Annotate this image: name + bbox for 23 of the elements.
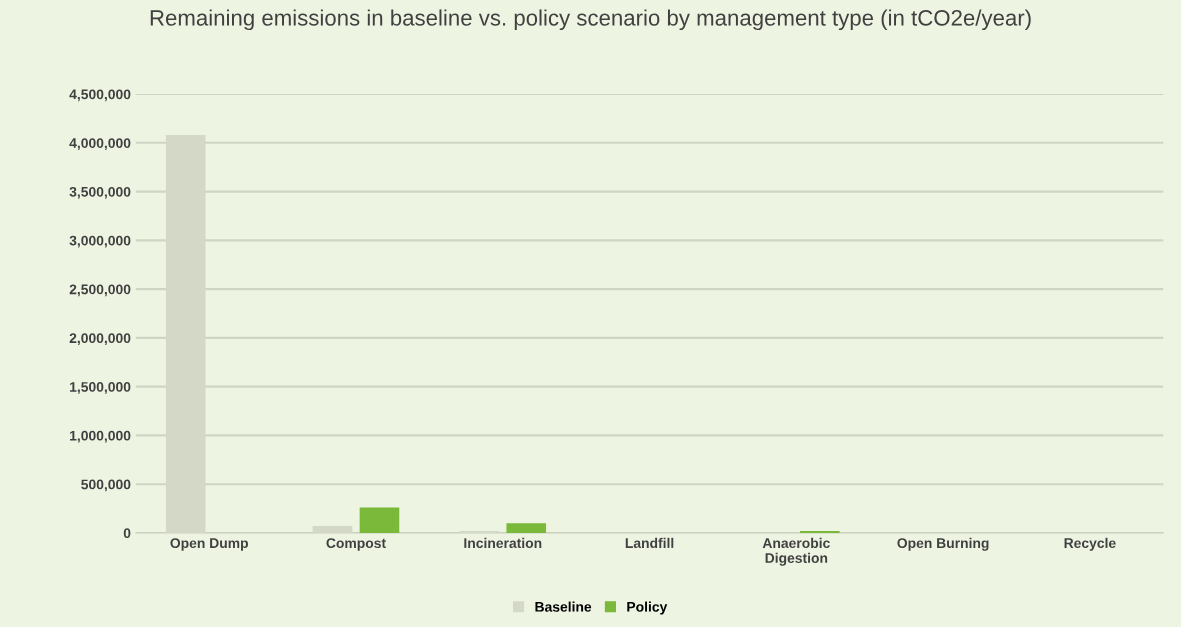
y-tick-label: 1,500,000 [70,381,131,394]
y-tick-label: 0 [123,528,131,539]
y-tick-label: 1,000,000 [70,430,131,443]
y-tick-label: 500,000 [81,479,131,492]
x-tick-label: Open Burning [897,537,989,551]
bar [312,526,353,533]
y-tick-label: 2,500,000 [69,284,131,297]
x-tick-label: Anaerobic Digestion [762,537,830,566]
x-tick-label: Recycle [1064,537,1116,551]
legend-label: Baseline [535,601,592,612]
x-tick-label: Landfill [625,537,674,549]
y-tick-label: 3,000,000 [69,235,131,248]
y-tick-label: 4,500,000 [69,89,131,102]
y-tick-label: 4,000,000 [69,138,131,150]
bar [359,507,400,533]
x-tick-label: Compost [326,538,386,551]
y-tick-label: 2,000,000 [69,333,131,346]
y-tick-label: 3,500,000 [69,186,131,199]
bar [506,523,547,533]
chart-title: Remaining emissions in baseline vs. policy scenario by management type (in tCO2e/year) [150,9,1031,31]
x-tick-label: Open Dump [170,538,248,551]
x-tick-label: Incineration [464,537,542,549]
legend-label: Policy [627,601,668,615]
